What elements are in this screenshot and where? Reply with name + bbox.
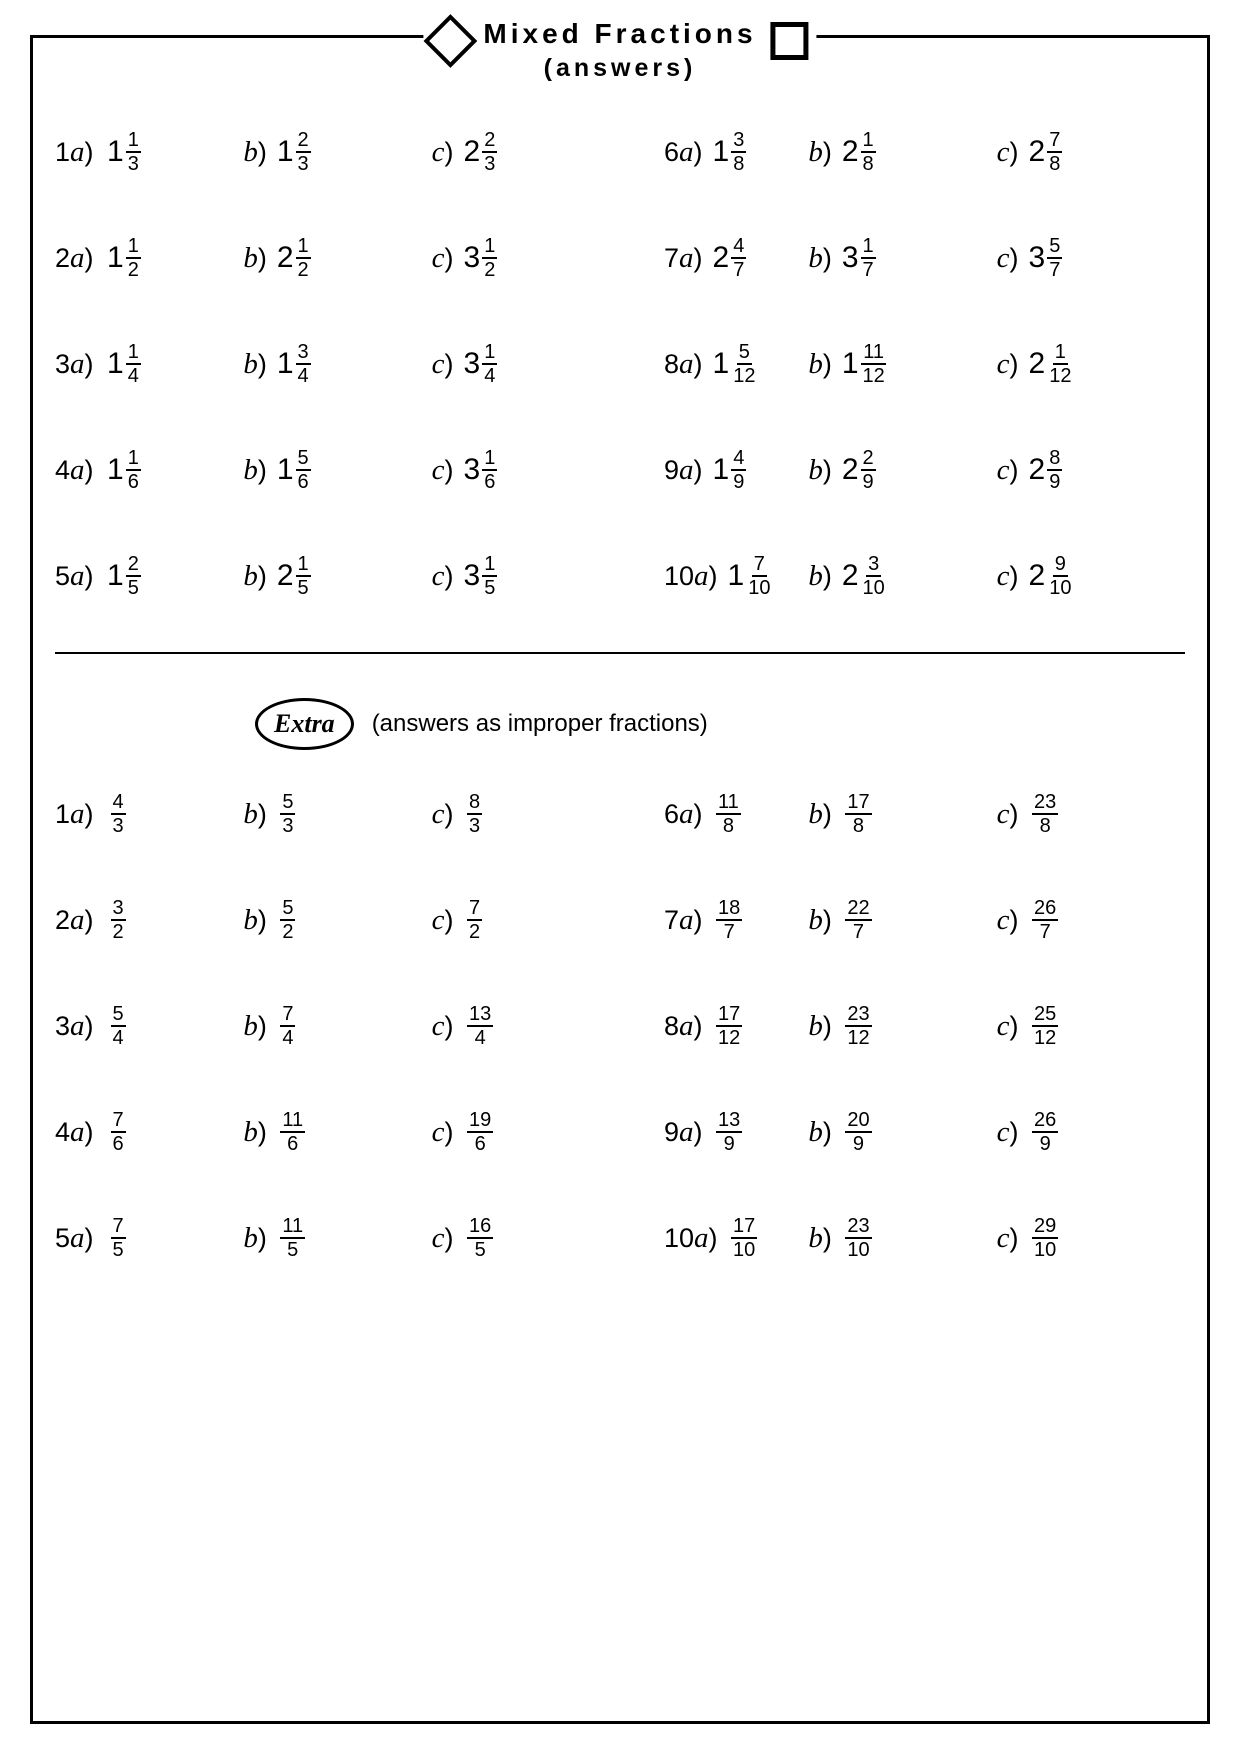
answer-cell: b)123 (243, 130, 431, 174)
answer-cell: 7a)247 (620, 236, 808, 280)
answer-cell: b)212 (243, 236, 431, 280)
answer-cell: c)357 (997, 236, 1185, 280)
answer-cell: b) 74 (243, 1004, 431, 1048)
answer-cell: c)314 (432, 342, 620, 386)
answer-cell: c) 83 (432, 792, 620, 836)
improper-answers-grid: 1a) 43b) 53c) 836a) 118b) 178c) 238 2a) 3… (55, 792, 1185, 1260)
title-line1: Mixed Fractions (483, 18, 756, 50)
answer-cell: c) 72 (432, 898, 620, 942)
answer-cell: c) 134 (432, 1004, 620, 1048)
answer-cell: c) 269 (997, 1110, 1185, 1154)
answer-cell: 2a) 32 (55, 898, 243, 942)
extra-heading: Extra (answers as improper fractions) (255, 698, 1185, 750)
answer-cell: c) 165 (432, 1216, 620, 1260)
answer-cell: 7a) 187 (620, 898, 808, 942)
content: 1a)113b)123c)2236a)138b)218c)2782a)112b)… (55, 130, 1185, 1714)
answer-cell: c) 267 (997, 898, 1185, 942)
answer-cell: c) 238 (997, 792, 1185, 836)
title-line2: (answers) (483, 54, 756, 83)
answer-cell: b) 178 (808, 792, 996, 836)
answer-cell: c)315 (432, 554, 620, 598)
answer-cell: c) 196 (432, 1110, 620, 1154)
answer-cell: 3a) 54 (55, 1004, 243, 1048)
answer-cell: b) 227 (808, 898, 996, 942)
answer-cell: c)316 (432, 448, 620, 492)
answer-cell: b) 2310 (808, 1216, 996, 1260)
answer-cell: b)11112 (808, 342, 996, 386)
answer-cell: 6a)138 (620, 130, 808, 174)
answer-cell: b) 116 (243, 1110, 431, 1154)
answer-cell: 4a) 76 (55, 1110, 243, 1154)
answer-cell: c) 2910 (997, 1216, 1185, 1260)
answer-cell: 9a) 139 (620, 1110, 808, 1154)
answer-cell: b)2310 (808, 554, 996, 598)
answer-cell: 2a)112 (55, 236, 243, 280)
answer-cell: c) 2512 (997, 1004, 1185, 1048)
answer-cell: b)215 (243, 554, 431, 598)
extra-badge: Extra (255, 698, 354, 750)
diamond-icon (424, 14, 478, 68)
answer-cell: 5a) 75 (55, 1216, 243, 1260)
answer-cell: c)223 (432, 130, 620, 174)
answer-cell: c)2910 (997, 554, 1185, 598)
mixed-answers-grid: 1a)113b)123c)2236a)138b)218c)2782a)112b)… (55, 130, 1185, 598)
answer-cell: b) 53 (243, 792, 431, 836)
answer-cell: b) 2312 (808, 1004, 996, 1048)
answer-cell: b)317 (808, 236, 996, 280)
answer-cell: b)229 (808, 448, 996, 492)
answer-cell: b)218 (808, 130, 996, 174)
extra-subtitle: (answers as improper fractions) (372, 710, 708, 738)
section-divider (55, 652, 1185, 654)
answer-cell: 9a)149 (620, 448, 808, 492)
title-block: Mixed Fractions (answers) (423, 18, 816, 83)
answer-cell: 10a) 1710 (620, 1216, 808, 1260)
square-icon (771, 22, 809, 60)
answer-cell: c)289 (997, 448, 1185, 492)
answer-cell: c)2112 (997, 342, 1185, 386)
answer-cell: b) 209 (808, 1110, 996, 1154)
answer-cell: b) 115 (243, 1216, 431, 1260)
answer-cell: 4a)116 (55, 448, 243, 492)
answer-cell: b)156 (243, 448, 431, 492)
answer-cell: c)312 (432, 236, 620, 280)
answer-cell: b)134 (243, 342, 431, 386)
answer-cell: 1a)113 (55, 130, 243, 174)
answer-cell: 8a) 1712 (620, 1004, 808, 1048)
answer-cell: 5a)125 (55, 554, 243, 598)
answer-cell: 6a) 118 (620, 792, 808, 836)
answer-cell: 10a)1710 (620, 554, 808, 598)
answer-cell: c)278 (997, 130, 1185, 174)
answer-cell: 3a)114 (55, 342, 243, 386)
answer-cell: 1a) 43 (55, 792, 243, 836)
answer-cell: 8a)1512 (620, 342, 808, 386)
answer-cell: b) 52 (243, 898, 431, 942)
